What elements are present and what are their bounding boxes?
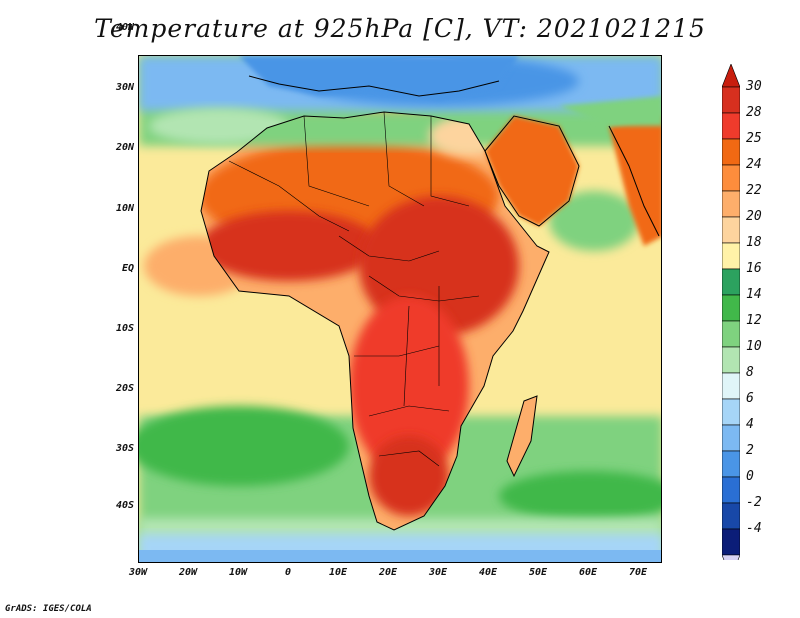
lat-label-10n: 10N — [115, 203, 134, 214]
colorbar-bottom-arrow — [722, 554, 740, 560]
colorbar-level-label: 28 — [746, 105, 762, 120]
colorbar-level-label: 24 — [746, 157, 762, 172]
lat-label-30n: 30N — [115, 82, 134, 93]
colorbar-cell — [722, 528, 740, 556]
map-canvas — [139, 56, 661, 562]
lat-label-10s: 10S — [115, 323, 134, 334]
lon-label-40e: 40E — [478, 567, 498, 578]
colorbar-level-label: 8 — [746, 365, 754, 380]
colorbar-cell — [722, 138, 740, 166]
colorbar-cell — [722, 190, 740, 218]
colorbar-level-label: 14 — [746, 287, 762, 302]
page-title: Temperature at 925hPa [C], VT: 202102121… — [94, 14, 706, 43]
lon-label-10e: 10E — [328, 567, 348, 578]
colorbar-cell — [722, 372, 740, 400]
colorbar-level-label: 25 — [746, 131, 762, 146]
lon-label-20w: 20W — [178, 567, 198, 578]
colorbar-level-label: 16 — [746, 261, 762, 276]
colorbar — [722, 64, 740, 560]
colorbar-level-label: 0 — [746, 469, 754, 484]
lon-label-10w: 10W — [228, 567, 248, 578]
colorbar-cell — [722, 86, 740, 114]
lon-label-30w: 30W — [128, 567, 148, 578]
lat-label-20n: 20N — [115, 142, 134, 153]
colorbar-cell — [722, 450, 740, 478]
colorbar-cell — [722, 346, 740, 374]
lat-label-eq: EQ — [121, 263, 134, 274]
lat-label-40s: 40S — [115, 500, 134, 511]
lat-label-20s: 20S — [115, 383, 134, 394]
colorbar-level-label: 20 — [746, 209, 762, 224]
colorbar-level-label: -2 — [746, 495, 762, 510]
temperature-map — [138, 55, 662, 563]
lat-label-40n: 40N — [115, 22, 134, 33]
colorbar-cell — [722, 112, 740, 140]
colorbar-level-label: 22 — [746, 183, 762, 198]
colorbar-level-label: 6 — [746, 391, 754, 406]
lat-label-30s: 30S — [115, 443, 134, 454]
colorbar-level-label: 4 — [746, 417, 754, 432]
colorbar-level-label: 10 — [746, 339, 762, 354]
grads-credit: GrADS: IGES/COLA — [5, 604, 92, 614]
colorbar-cell — [722, 242, 740, 270]
colorbar-level-label: 2 — [746, 443, 754, 458]
colorbar-cell — [722, 398, 740, 426]
lon-label-0: 0 — [284, 567, 292, 578]
lon-label-60e: 60E — [578, 567, 598, 578]
colorbar-cell — [722, 424, 740, 452]
lon-label-70e: 70E — [628, 567, 648, 578]
colorbar-cell — [722, 320, 740, 348]
colorbar-top-arrow — [722, 64, 740, 88]
colorbar-cell — [722, 216, 740, 244]
colorbar-cell — [722, 268, 740, 296]
colorbar-cell — [722, 164, 740, 192]
colorbar-cell — [722, 294, 740, 322]
colorbar-cell — [722, 476, 740, 504]
lon-label-20e: 20E — [378, 567, 398, 578]
colorbar-level-label: 18 — [746, 235, 762, 250]
colorbar-level-label: 12 — [746, 313, 762, 328]
colorbar-level-label: -4 — [746, 521, 762, 536]
colorbar-cell — [722, 502, 740, 530]
lon-label-30e: 30E — [428, 567, 448, 578]
colorbar-level-label: 30 — [746, 79, 762, 94]
lon-label-50e: 50E — [528, 567, 548, 578]
